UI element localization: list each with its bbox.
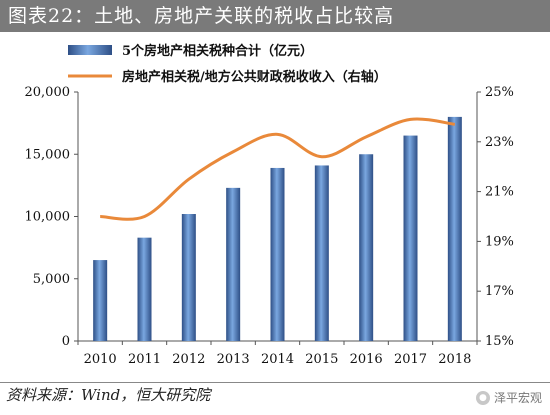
y-right-tick-label: 23% (485, 135, 514, 150)
x-tick-label: 2014 (261, 352, 294, 367)
x-tick-label: 2018 (438, 352, 471, 367)
legend-bar-label: 5个房地产相关税种合计（亿元） (122, 43, 313, 59)
x-tick-label: 2011 (128, 352, 161, 367)
y-left-tick-label: 15,000 (25, 147, 71, 162)
bar (270, 167, 285, 341)
bar (226, 187, 241, 341)
source-note: 资料来源：Wind，恒大研究院 (6, 386, 211, 404)
line-series (100, 117, 456, 221)
chart-title-bar: 图表22：土地、房地产关联的税收占比较高 (0, 0, 550, 32)
y-right-tick-label: 15% (485, 334, 514, 349)
chart-title: 图表22：土地、房地产关联的税收占比较高 (8, 5, 395, 27)
bar (359, 154, 374, 341)
y-left-tick-label: 0 (62, 334, 70, 349)
y-left-tick-label: 10,000 (25, 210, 71, 225)
bar (314, 165, 329, 341)
bar (403, 135, 418, 341)
bar (93, 260, 108, 341)
x-tick-label: 2013 (217, 352, 250, 367)
legend-bar-swatch (68, 45, 112, 55)
y-right-tick-label: 19% (485, 234, 514, 249)
x-tick-label: 2015 (305, 352, 338, 367)
legend-line-label: 房地产相关税/地方公共财政税收收入（右轴） (122, 69, 387, 85)
y-right-tick-label: 21% (485, 185, 514, 200)
x-tick-label: 2010 (84, 352, 117, 367)
watermark-label: 泽平宏观 (493, 391, 542, 405)
x-tick-label: 2012 (172, 352, 205, 367)
watermark: ● 泽平宏观 (475, 389, 542, 406)
y-right-tick-label: 25% (485, 85, 514, 100)
bar (447, 116, 462, 342)
wechat-icon: ● (475, 390, 490, 405)
y-left-tick-label: 20,000 (25, 85, 71, 100)
axes: 0 5,000 10,000 15,000 20,000 15% 17% 19% 21% 23% 2… (25, 85, 514, 367)
bar-series (93, 116, 462, 342)
x-tick-label: 2016 (350, 352, 383, 367)
y-right-tick-label: 17% (485, 284, 514, 299)
bar (137, 237, 152, 341)
chart-area: 5个房地产相关税种合计（亿元） 房地产相关税/地方公共财政税收收入（右轴） 0 5… (25, 43, 514, 367)
y-left-tick-label: 5,000 (33, 272, 70, 287)
source-divider (0, 382, 550, 383)
bar (181, 214, 196, 341)
x-tick-label: 2017 (394, 352, 427, 367)
legend: 5个房地产相关税种合计（亿元） 房地产相关税/地方公共财政税收收入（右轴） (68, 43, 387, 85)
